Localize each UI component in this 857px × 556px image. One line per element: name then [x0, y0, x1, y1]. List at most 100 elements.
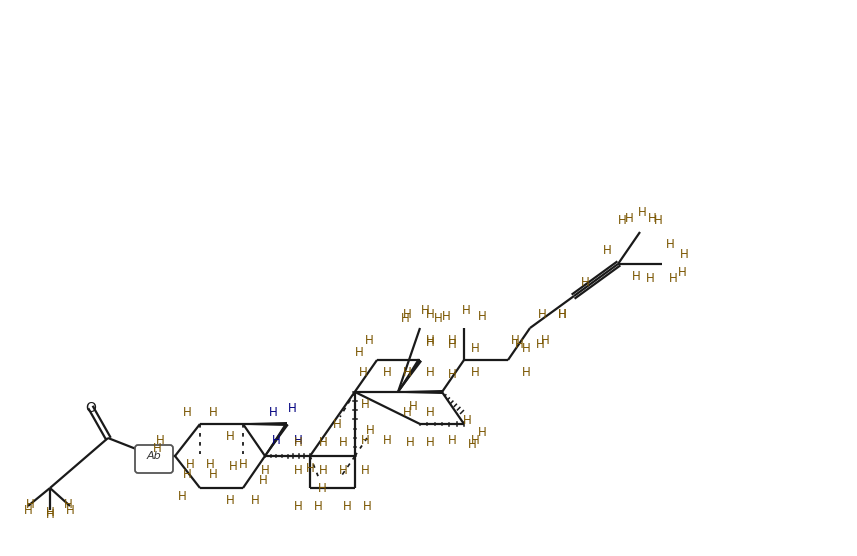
Text: H: H: [477, 425, 487, 439]
Text: H: H: [208, 469, 218, 481]
Text: H: H: [63, 499, 72, 512]
Text: H: H: [625, 211, 633, 225]
Text: H: H: [666, 237, 674, 251]
Text: H: H: [339, 435, 347, 449]
Text: H: H: [355, 345, 363, 359]
Text: H: H: [294, 435, 303, 449]
Text: H: H: [186, 458, 195, 470]
Polygon shape: [264, 423, 289, 456]
Text: H: H: [183, 405, 191, 419]
Text: H: H: [581, 276, 590, 289]
Polygon shape: [243, 422, 287, 426]
Text: H: H: [441, 310, 451, 322]
Text: H: H: [470, 366, 479, 380]
Polygon shape: [398, 359, 422, 393]
Text: H: H: [541, 334, 549, 346]
Text: H: H: [426, 334, 434, 346]
Text: H: H: [421, 304, 429, 316]
Text: H: H: [225, 429, 234, 443]
Text: H: H: [382, 434, 392, 446]
Text: H: H: [405, 435, 415, 449]
Text: H: H: [648, 211, 656, 225]
Text: H: H: [208, 405, 218, 419]
Text: H: H: [294, 464, 303, 476]
Text: H: H: [645, 271, 655, 285]
Text: H: H: [477, 310, 487, 322]
Text: H: H: [447, 434, 457, 446]
Text: H: H: [403, 309, 411, 321]
Polygon shape: [398, 390, 442, 394]
Text: H: H: [177, 489, 186, 503]
Text: H: H: [314, 499, 322, 513]
Text: H: H: [514, 339, 524, 351]
Text: H: H: [306, 461, 315, 474]
Text: H: H: [45, 508, 54, 520]
Text: H: H: [238, 458, 248, 470]
Text: H: H: [470, 341, 479, 355]
Text: H: H: [272, 434, 280, 446]
Text: H: H: [558, 309, 566, 321]
Text: H: H: [26, 499, 34, 512]
Text: H: H: [462, 304, 470, 316]
Text: H: H: [426, 335, 434, 349]
Text: H: H: [400, 311, 410, 325]
Text: H: H: [537, 309, 547, 321]
Text: H: H: [382, 366, 392, 380]
Text: H: H: [426, 309, 434, 321]
Text: H: H: [409, 400, 417, 414]
Text: H: H: [447, 339, 457, 351]
Text: Ab: Ab: [147, 451, 161, 461]
Text: H: H: [24, 504, 33, 517]
Text: H: H: [668, 271, 677, 285]
Text: H: H: [511, 334, 519, 346]
Text: H: H: [680, 247, 688, 261]
FancyBboxPatch shape: [135, 445, 173, 473]
Text: H: H: [522, 341, 530, 355]
Text: H: H: [678, 266, 686, 279]
Text: H: H: [403, 405, 411, 419]
Text: H: H: [426, 405, 434, 419]
Text: O: O: [86, 401, 97, 415]
Text: H: H: [225, 494, 234, 507]
Text: H: H: [153, 441, 161, 454]
Text: H: H: [183, 469, 191, 481]
Text: H: H: [654, 214, 662, 226]
Text: H: H: [318, 483, 327, 495]
Text: H: H: [294, 434, 303, 446]
Text: H: H: [45, 505, 54, 519]
Text: H: H: [447, 369, 457, 381]
Text: H: H: [259, 474, 267, 486]
Text: H: H: [434, 311, 442, 325]
Text: H: H: [358, 366, 368, 380]
Text: H: H: [66, 504, 75, 517]
Text: H: H: [268, 405, 278, 419]
Text: H: H: [470, 434, 479, 446]
Text: H: H: [343, 499, 351, 513]
Text: H: H: [447, 334, 457, 346]
Text: H: H: [618, 214, 626, 226]
Text: H: H: [288, 403, 297, 415]
Text: H: H: [364, 334, 374, 346]
Text: H: H: [361, 464, 369, 476]
Text: H: H: [250, 494, 260, 507]
Text: H: H: [319, 435, 327, 449]
Text: H: H: [363, 499, 371, 513]
Text: H: H: [558, 307, 566, 320]
Text: H: H: [156, 434, 165, 446]
Text: H: H: [638, 206, 646, 219]
Text: H: H: [361, 399, 369, 411]
Text: H: H: [468, 438, 476, 450]
Text: H: H: [361, 434, 369, 446]
Text: H: H: [426, 366, 434, 380]
Text: H: H: [339, 464, 347, 476]
Text: H: H: [403, 366, 411, 380]
Text: H: H: [463, 414, 471, 426]
Text: H: H: [366, 424, 375, 438]
Text: H: H: [206, 458, 214, 470]
Text: H: H: [333, 418, 341, 430]
Text: H: H: [261, 464, 269, 476]
Polygon shape: [154, 454, 175, 459]
Text: H: H: [602, 244, 611, 256]
Text: H: H: [319, 464, 327, 476]
Text: H: H: [294, 499, 303, 513]
